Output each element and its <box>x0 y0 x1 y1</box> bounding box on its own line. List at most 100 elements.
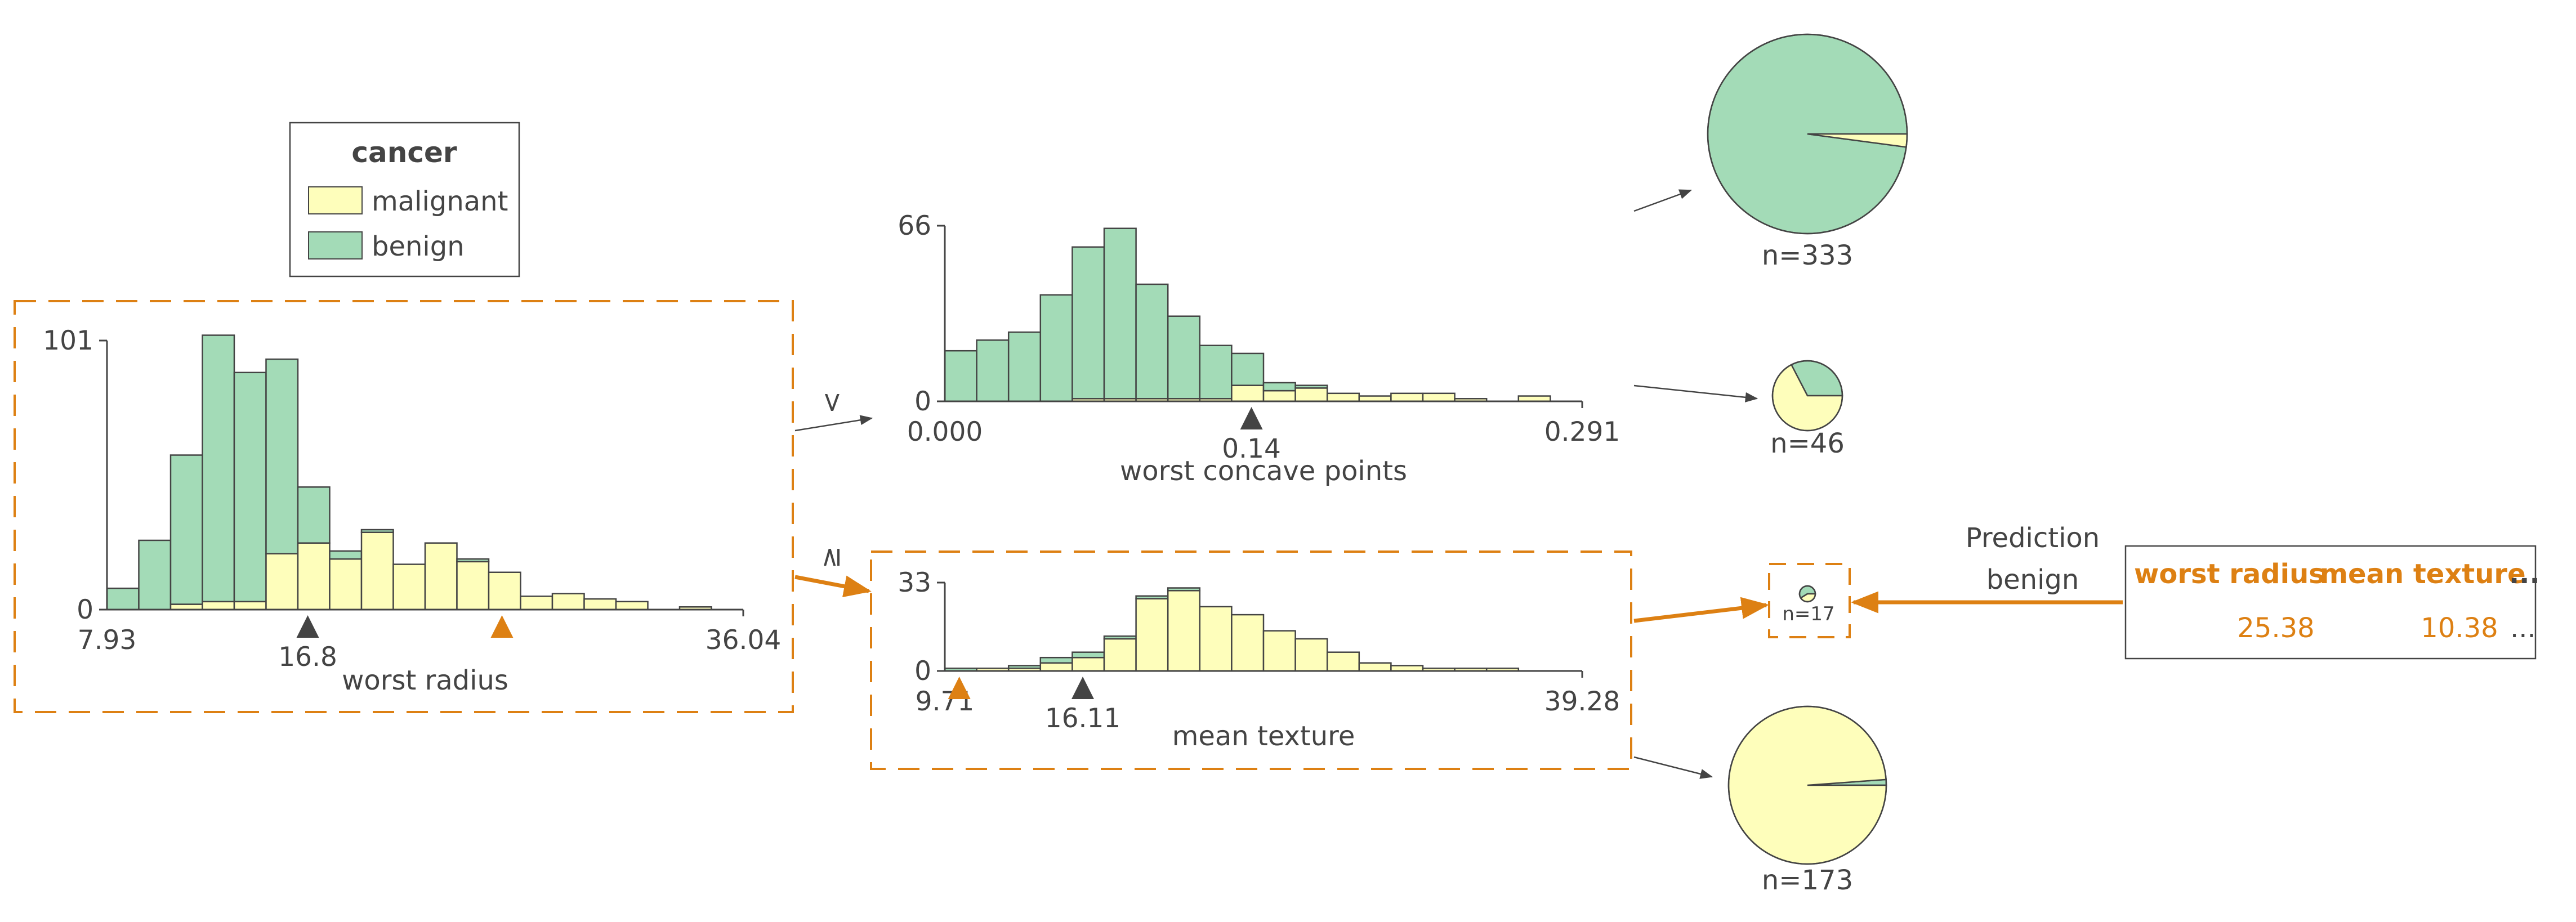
prediction-title: Prediction <box>1966 522 2100 554</box>
split-ge-symbol: ≥ <box>815 546 846 569</box>
bar-benign <box>169 454 203 605</box>
bar-malignant <box>1039 662 1073 672</box>
bar-benign <box>1167 587 1201 592</box>
bar-malignant <box>456 561 490 611</box>
bar-benign <box>976 339 1010 402</box>
bar-benign <box>1072 246 1105 400</box>
split-marker <box>1240 407 1263 429</box>
leaf-n17-highlight-box <box>1768 563 1851 638</box>
bar-malignant <box>233 601 267 611</box>
bar-benign <box>1135 283 1169 400</box>
bar-malignant <box>392 563 426 611</box>
instance-value-worst-radius: 25.38 <box>2237 612 2314 644</box>
bar-benign <box>1072 651 1105 659</box>
bar-benign <box>1294 384 1328 389</box>
edge-root-to-concave-points <box>794 415 873 432</box>
split-value-label: 16.11 <box>1045 703 1121 734</box>
bar-benign <box>1103 227 1137 400</box>
legend-swatch-benign <box>308 231 363 259</box>
bar-benign <box>1103 635 1137 640</box>
edge-root-to-mean-texture <box>794 575 872 597</box>
bar-benign <box>1199 344 1233 400</box>
legend-title: cancer <box>351 136 457 169</box>
bar-malignant <box>1262 390 1296 402</box>
bar-malignant <box>1072 656 1105 672</box>
bar-benign <box>202 334 235 603</box>
edge-concave-to-leaf-333 <box>1633 189 1693 212</box>
bar-benign <box>1039 294 1073 402</box>
bar-benign <box>1167 315 1201 400</box>
x-max-label: 39.28 <box>1544 686 1620 717</box>
bar-malignant <box>360 531 394 611</box>
split-value-label: 0.14 <box>1222 433 1281 464</box>
leaf-pie-n46 <box>1771 360 1843 432</box>
leaf-pie-n333 <box>1707 33 1908 235</box>
edge-texture-to-leaf-17 <box>1633 597 1769 623</box>
legend-swatch-malignant <box>308 186 363 214</box>
bar-malignant <box>202 601 235 611</box>
split-marker <box>296 615 319 638</box>
instance-value-mean-texture: 10.38 <box>2421 612 2498 644</box>
split-marker <box>1072 677 1095 699</box>
bar-malignant <box>265 553 299 611</box>
y-tick-label: 101 <box>43 325 93 356</box>
legend: cancer malignant benign <box>289 122 520 278</box>
bar-benign <box>1007 665 1042 669</box>
bar-benign <box>360 529 394 534</box>
bar-malignant <box>488 571 521 611</box>
x-axis-label: mean texture <box>1172 720 1355 752</box>
bar-malignant <box>1231 614 1265 672</box>
bar-benign <box>297 486 331 544</box>
bar-malignant <box>424 542 458 611</box>
bar-malignant <box>1199 606 1233 672</box>
bar-benign <box>233 372 267 603</box>
instance-value-ellipsis: ... <box>2510 612 2536 644</box>
bar-malignant <box>583 598 617 611</box>
instance-marker <box>490 615 514 638</box>
instance-header-worst-radius: worst radius <box>2134 558 2325 590</box>
leaf-label-n17: n=17 <box>1782 603 1834 625</box>
edge-concave-to-leaf-46 <box>1633 384 1758 402</box>
root-node-highlight-box <box>14 300 794 713</box>
bar-malignant <box>1294 387 1328 402</box>
instance-header-mean-texture: mean texture <box>2320 558 2526 590</box>
bar-malignant <box>1326 651 1360 672</box>
pie-outline <box>1798 585 1816 603</box>
mean-texture-node-highlight-box <box>870 550 1632 770</box>
split-less-symbol: < <box>816 391 847 414</box>
bar-malignant <box>1103 638 1137 672</box>
bar-malignant <box>1422 392 1456 402</box>
bar-malignant <box>1294 638 1328 672</box>
edge-texture-to-leaf-173 <box>1633 756 1713 779</box>
x-min-label: 7.93 <box>78 625 137 656</box>
legend-label-malignant: malignant <box>372 186 508 217</box>
pie-slice-malignant <box>1727 705 1887 865</box>
x-max-label: 0.291 <box>1544 417 1620 447</box>
leaf-label-n173: n=173 <box>1762 865 1853 896</box>
bar-malignant <box>551 593 585 611</box>
bar-benign <box>1262 382 1296 392</box>
bar-benign <box>138 539 172 611</box>
pie-outline <box>1771 360 1843 432</box>
bar-malignant <box>1167 590 1201 672</box>
instance-header-ellipsis: ... <box>2509 558 2540 590</box>
y-tick-label: 0 <box>914 386 931 417</box>
bar-benign <box>265 358 299 554</box>
bar-benign <box>106 587 140 611</box>
bar-benign <box>456 558 490 563</box>
bar-benign <box>1135 595 1169 599</box>
bar-malignant <box>1326 392 1360 402</box>
y-tick-label: 0 <box>914 656 931 687</box>
leaf-pie-n17 <box>1798 585 1816 603</box>
y-tick-label: 33 <box>898 567 931 598</box>
y-tick-label: 66 <box>898 211 931 241</box>
bar-benign <box>329 550 363 560</box>
leaf-pie-n173 <box>1727 705 1887 865</box>
x-max-label: 36.04 <box>706 625 782 656</box>
bar-malignant <box>615 601 649 611</box>
bar-malignant <box>1358 662 1392 672</box>
pie-outline <box>1707 33 1908 235</box>
leaf-label-n333: n=333 <box>1762 240 1853 271</box>
